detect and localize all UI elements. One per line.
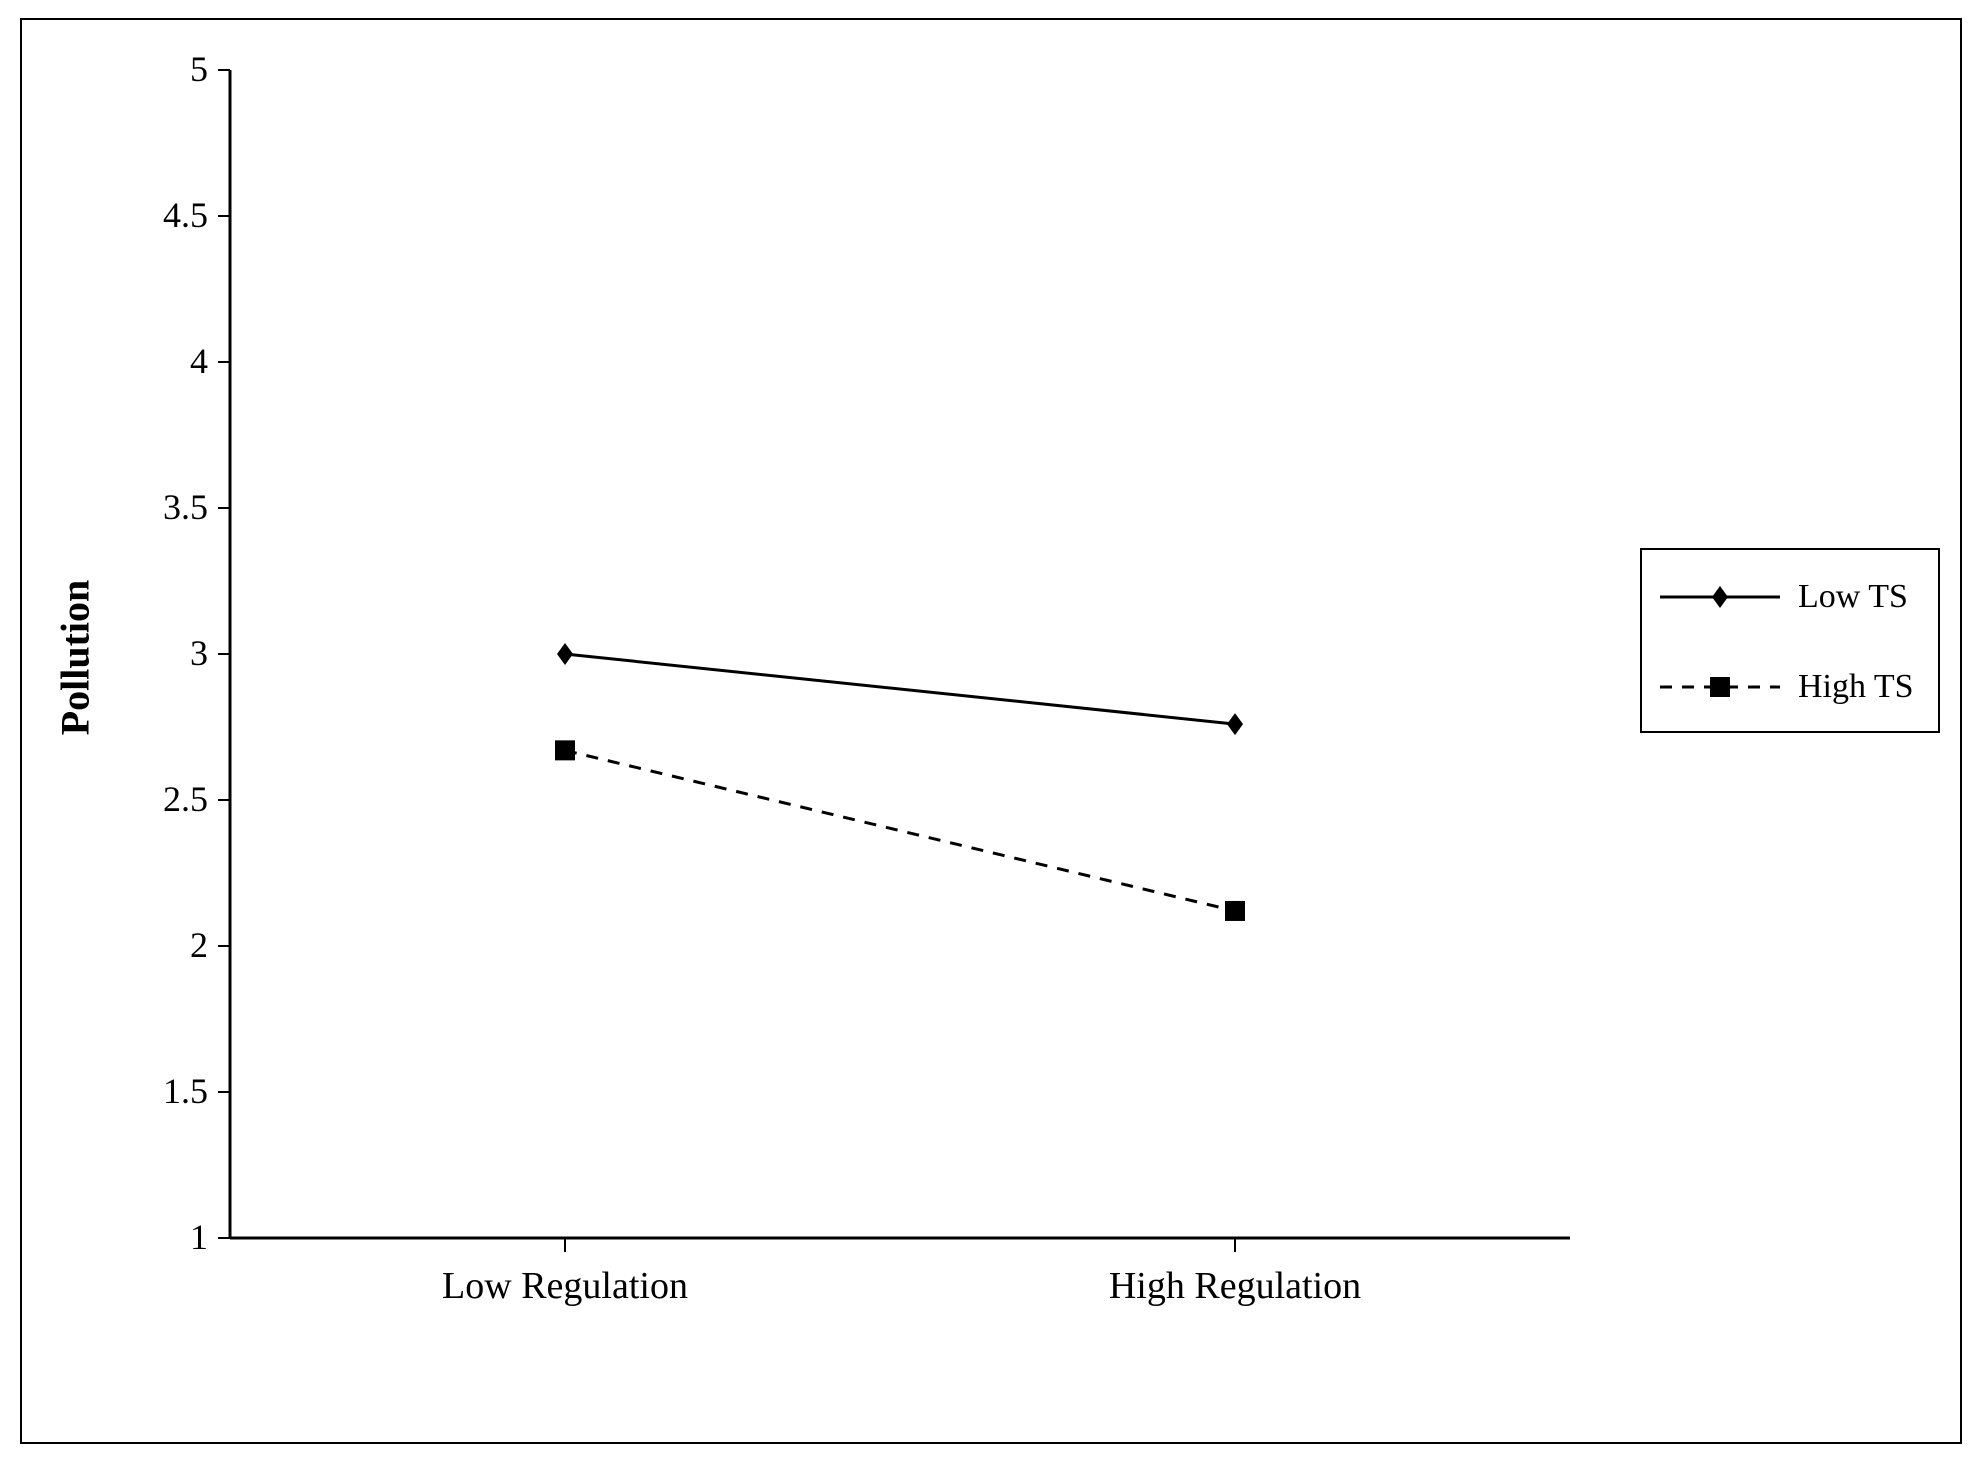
marker-square bbox=[1710, 677, 1730, 697]
marker-diamond bbox=[1712, 586, 1728, 608]
marker-square bbox=[1225, 901, 1245, 921]
y-tick-label: 4.5 bbox=[163, 194, 208, 236]
series-line bbox=[565, 654, 1235, 724]
legend: Low TS High TS bbox=[1640, 548, 1940, 733]
legend-swatch bbox=[1660, 672, 1780, 702]
y-axis-label: Pollution bbox=[52, 458, 99, 858]
y-tick-label: 3.5 bbox=[163, 486, 208, 528]
legend-item: High TS bbox=[1660, 668, 1914, 706]
series-line bbox=[565, 750, 1235, 911]
y-tick-label: 2.5 bbox=[163, 778, 208, 820]
x-tick-label: High Regulation bbox=[1035, 1264, 1435, 1308]
y-tick-label: 3 bbox=[190, 632, 208, 674]
legend-item: Low TS bbox=[1660, 578, 1908, 616]
marker-diamond bbox=[557, 643, 573, 665]
marker-diamond bbox=[1227, 713, 1243, 735]
legend-label: Low TS bbox=[1798, 578, 1908, 616]
plot-area bbox=[230, 70, 1570, 1238]
y-tick-label: 5 bbox=[190, 48, 208, 90]
y-tick-label: 4 bbox=[190, 340, 208, 382]
legend-swatch bbox=[1660, 582, 1780, 612]
chart-svg bbox=[210, 50, 1590, 1258]
marker-square bbox=[555, 740, 575, 760]
x-tick-label: Low Regulation bbox=[365, 1264, 765, 1308]
y-tick-label: 1 bbox=[190, 1216, 208, 1258]
y-tick-label: 1.5 bbox=[163, 1070, 208, 1112]
y-tick-label: 2 bbox=[190, 924, 208, 966]
legend-label: High TS bbox=[1798, 668, 1914, 706]
